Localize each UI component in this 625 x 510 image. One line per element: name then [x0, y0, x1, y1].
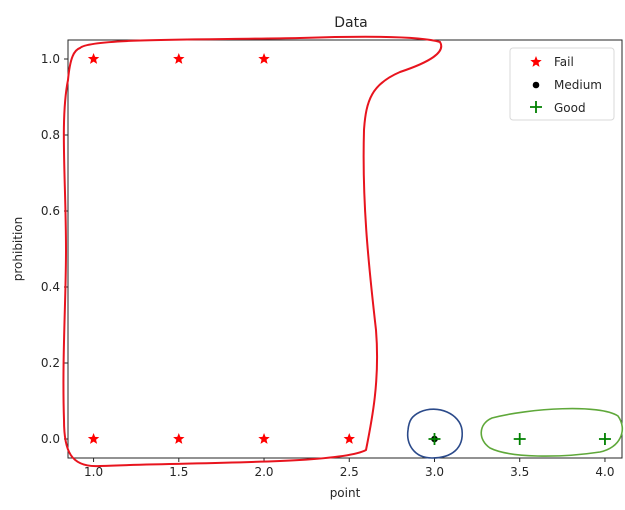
y-tick-label: 0.0 [41, 432, 60, 446]
point-fail [173, 53, 185, 64]
legend-fail-marker [530, 56, 542, 67]
point-fail [258, 53, 270, 64]
good-outline [480, 407, 624, 457]
y-axis-label: prohibition [11, 217, 25, 282]
plot-frame [67, 39, 623, 459]
chart-title: Data [334, 15, 367, 31]
x-tick-label: 1.0 [84, 465, 103, 479]
y-tick-label: 0.2 [41, 356, 60, 370]
x-tick-label: 1.5 [169, 465, 188, 479]
legend-label-good: Good [554, 101, 586, 115]
legend-label-medium: Medium [554, 78, 602, 92]
legend-label-fail: Fail [554, 55, 574, 69]
medium-outline [406, 408, 463, 459]
y-tick-label: 0.6 [41, 204, 60, 218]
x-axis-label: point [330, 486, 361, 500]
fail-outline [62, 35, 443, 468]
legend: Fail Medium Good [509, 47, 615, 121]
x-tick-label: 3.0 [425, 465, 444, 479]
point-fail [173, 433, 185, 444]
point-fail [87, 53, 100, 64]
point-good [598, 433, 611, 445]
x-tick-label: 2.5 [340, 465, 359, 479]
x-tick-label: 2.0 [254, 465, 273, 479]
y-tick-label: 0.8 [41, 128, 60, 142]
point-good [428, 433, 441, 445]
legend-medium-marker [532, 81, 540, 89]
legend-good-marker [530, 101, 542, 113]
data-points [87, 53, 611, 445]
x-tick-label: 4.0 [595, 465, 614, 479]
point-good [513, 433, 526, 445]
point-fail [343, 433, 355, 444]
x-tick-label: 3.5 [510, 465, 529, 479]
y-tick-label: 1.0 [41, 52, 60, 66]
y-tick-label: 0.4 [41, 280, 60, 294]
point-fail [258, 433, 270, 444]
point-fail [87, 433, 100, 444]
